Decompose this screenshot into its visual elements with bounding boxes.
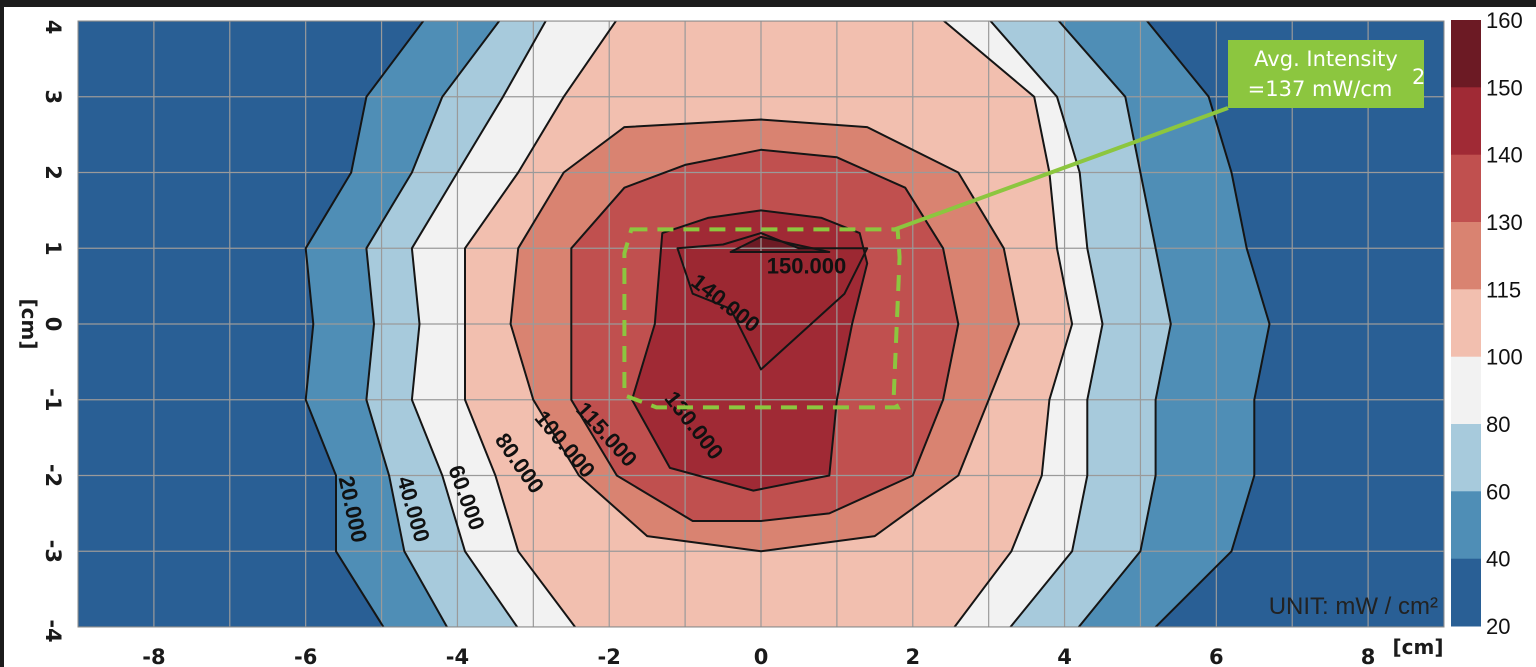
colorbar-segment xyxy=(1451,222,1481,290)
colorbar-tick-label: 20 xyxy=(1486,614,1510,639)
x-tick-label: -6 xyxy=(294,645,317,667)
y-tick-label: 3 xyxy=(41,89,65,104)
callout-line xyxy=(892,106,1229,232)
callout-line2: =137 mW/cm xyxy=(1248,77,1393,101)
colorbar-segment xyxy=(1451,491,1481,560)
unit-note: UNIT: mW / cm² xyxy=(1269,593,1438,620)
colorbar-segment xyxy=(1451,356,1481,425)
left-frame-bar xyxy=(0,0,4,667)
colorbar-segment xyxy=(1451,424,1481,492)
contour-line-130 xyxy=(631,209,869,492)
x-tick-label: 4 xyxy=(1057,645,1072,667)
x-tick-label: 6 xyxy=(1209,645,1224,667)
plot-frame xyxy=(77,20,1445,628)
y-axis-label: [cm] xyxy=(17,299,41,350)
y-tick-label: -1 xyxy=(41,388,65,411)
roi-dashed-box xyxy=(622,227,902,410)
contour-line-20 xyxy=(304,21,1271,627)
contour-line-140 xyxy=(676,232,869,371)
axes: -8 -6 -4 -2 0 2 4 6 8 -4 -3 -2 -1 0 1 2 3 4 [cm] [cm] UN… xyxy=(17,20,1443,667)
y-tick-label: 4 xyxy=(41,20,65,35)
colorbar-segment xyxy=(1451,154,1481,223)
x-tick-label: -2 xyxy=(598,645,621,667)
colorbar-tick-label: 60 xyxy=(1486,479,1510,504)
callout-line1: Avg. Intensity xyxy=(1254,47,1398,71)
x-tick-label: -4 xyxy=(446,645,469,667)
y-tick-label: 0 xyxy=(41,317,65,332)
colorbar-tick-label: 80 xyxy=(1486,412,1510,437)
y-tick-label: 1 xyxy=(41,241,65,256)
colorbar-segment xyxy=(1451,289,1481,358)
colorbar-tick-label: 140 xyxy=(1486,143,1523,168)
x-tick-label: 8 xyxy=(1361,645,1376,667)
y-tick-label: -2 xyxy=(41,464,65,487)
band-140 xyxy=(677,233,868,370)
avg-intensity-callout: Avg. Intensity =137 mW/cm 2 xyxy=(892,40,1425,232)
x-tick-label: 0 xyxy=(754,645,769,667)
colorbar-tick-label: 100 xyxy=(1486,345,1523,370)
colorbar: 160 150 140 130 115 100 80 60 40 20 xyxy=(1451,8,1523,639)
colorbar-tick-label: 40 xyxy=(1486,547,1510,572)
contour-line-60 xyxy=(410,21,1104,627)
contour-line-150 xyxy=(729,235,831,253)
y-tick-label: -4 xyxy=(41,619,65,642)
x-axis-label: [cm] xyxy=(1393,635,1444,659)
colorbar-tick-label: 150 xyxy=(1486,75,1523,100)
contour-label-150: 150.000 xyxy=(767,254,847,279)
colorbar-tick-label: 160 xyxy=(1486,8,1523,33)
callout-superscript: 2 xyxy=(1412,65,1425,89)
colorbar-segment xyxy=(1451,87,1481,156)
colorbar-segment xyxy=(1451,558,1481,627)
colorbar-tick-label: 115 xyxy=(1486,277,1521,302)
callout-box xyxy=(1228,40,1424,108)
x-tick-label: -8 xyxy=(142,645,165,667)
colorbar-tick-label: 130 xyxy=(1486,210,1523,235)
contour-line-115 xyxy=(570,148,960,522)
top-frame-bar xyxy=(0,0,1536,7)
y-tick-label: -3 xyxy=(41,540,65,563)
contour-line-40 xyxy=(365,21,1172,627)
colorbar-segment xyxy=(1451,20,1481,88)
y-tick-label: 2 xyxy=(41,165,65,180)
x-tick-label: 2 xyxy=(905,645,920,667)
contour-line-100 xyxy=(509,118,1020,553)
